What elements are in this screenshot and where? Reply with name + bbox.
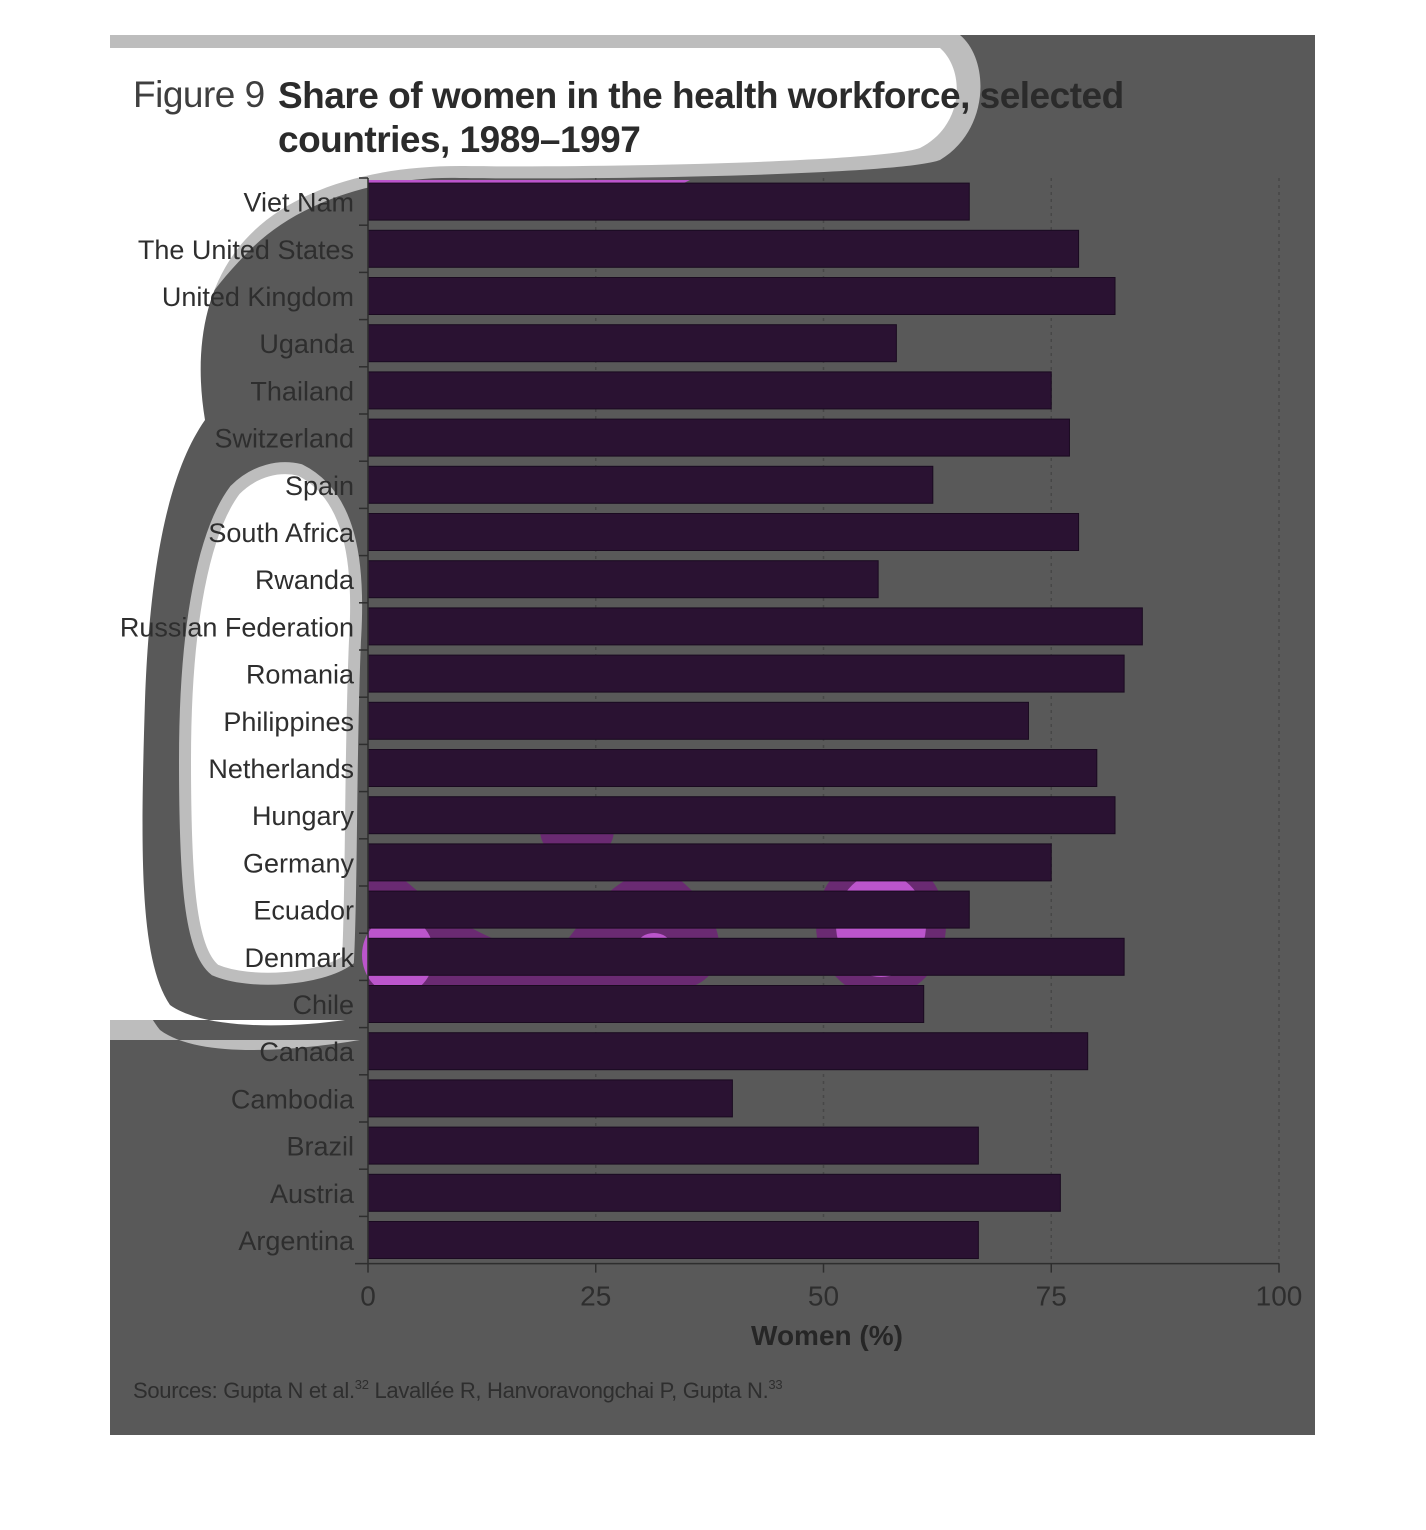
sources-text-2: Lavallée R, Hanvoravongchai P, Gupta N.	[368, 1378, 769, 1403]
bar-11	[367, 701, 1029, 740]
bar-21	[367, 1173, 1061, 1212]
category-label-21: Austria	[270, 1179, 355, 1209]
x-tick-label-100: 100	[1256, 1281, 1303, 1312]
sources-note: Sources: Gupta N et al.32 Lavallée R, Ha…	[133, 1377, 783, 1404]
category-label-2: United Kingdom	[162, 282, 354, 312]
bar-6	[367, 465, 934, 504]
x-tick-label-75: 75	[1036, 1281, 1067, 1312]
x-axis-title: Women (%)	[751, 1320, 903, 1351]
category-label-11: Philippines	[223, 707, 354, 737]
axes: 0 25 50 75 100	[355, 177, 1303, 1312]
x-tick-label-25: 25	[580, 1281, 611, 1312]
bar-4	[367, 371, 1052, 410]
sources-ref-2: 33	[768, 1377, 783, 1392]
category-label-16: Denmark	[244, 943, 354, 973]
x-tick-label-50: 50	[808, 1281, 839, 1312]
category-label-10: Romania	[246, 660, 355, 690]
category-label-18: Canada	[259, 1037, 355, 1067]
bar-7	[367, 513, 1080, 551]
figure-title: Share of women in the health workforce, …	[278, 75, 1124, 160]
category-label-20: Brazil	[286, 1132, 354, 1162]
bar-8	[367, 560, 879, 599]
category-label-7: South Africa	[208, 518, 355, 548]
x-tick-label-0: 0	[360, 1281, 376, 1312]
category-label-19: Cambodia	[231, 1084, 355, 1114]
bar-19	[367, 1079, 733, 1118]
category-label-6: Spain	[285, 471, 354, 501]
category-label-17: Chile	[292, 990, 354, 1020]
category-label-3: Uganda	[259, 329, 355, 359]
bar-16	[367, 937, 1125, 976]
category-label-5: Switzerland	[214, 424, 354, 454]
bar-20	[367, 1126, 979, 1165]
highlight-region-lower	[368, 845, 720, 1023]
sources-text: Sources: Gupta N et al.	[133, 1378, 355, 1403]
category-label-1: The United States	[138, 235, 354, 265]
bar-10	[367, 654, 1125, 693]
bars	[367, 182, 1143, 1259]
bar-2	[367, 277, 1116, 315]
category-labels: Viet Nam The United States United Kingdom U…	[120, 188, 355, 1256]
category-label-13: Hungary	[252, 801, 355, 831]
bar-0	[367, 182, 970, 221]
category-label-22: Argentina	[238, 1226, 355, 1256]
category-label-4: Thailand	[250, 376, 354, 406]
bar-9	[367, 607, 1143, 646]
bar-3	[367, 324, 897, 363]
bar-5	[367, 418, 1070, 457]
category-label-9: Russian Federation	[120, 612, 354, 642]
bar-17	[367, 985, 925, 1023]
category-label-14: Germany	[243, 848, 355, 878]
bar-18	[367, 1032, 1089, 1071]
bar-12	[367, 749, 1098, 787]
category-label-8: Rwanda	[255, 565, 355, 595]
sources-ref-1: 32	[354, 1377, 369, 1392]
figure-number: Figure 9	[133, 74, 265, 115]
category-label-15: Ecuador	[253, 896, 354, 926]
bar-13	[367, 796, 1116, 835]
bar-15	[367, 890, 970, 929]
bar-1	[367, 229, 1080, 268]
category-label-12: Netherlands	[208, 754, 354, 784]
bar-14	[367, 843, 1052, 882]
category-label-0: Viet Nam	[243, 188, 354, 218]
bar-22	[367, 1221, 979, 1259]
